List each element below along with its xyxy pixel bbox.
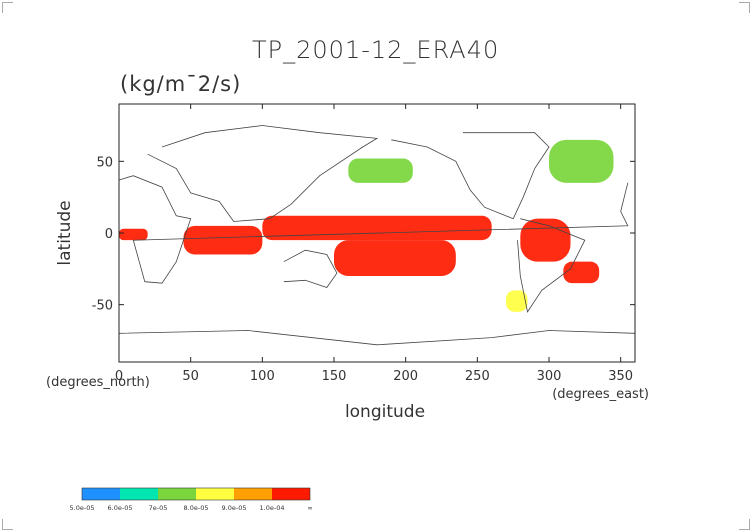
precip-region-7 <box>563 261 600 284</box>
x-unit-right: (degrees_east) <box>552 387 649 402</box>
precip-region-1 <box>334 240 456 276</box>
coastline-4 <box>517 218 586 313</box>
crop-mark-top-left <box>2 2 13 13</box>
y-tick-label: -50 <box>92 299 113 314</box>
colorbar-label: 1.0e-04 <box>260 504 285 512</box>
x-tick-label: 200 <box>393 369 418 384</box>
precip-region-3 <box>119 228 148 241</box>
coastline-0 <box>119 175 629 284</box>
x-tick-label: 150 <box>322 369 347 384</box>
y-tick-label: 0 <box>105 227 113 242</box>
x-unit-left: (degrees_north) <box>46 375 150 390</box>
coastline-2 <box>283 249 338 288</box>
precip-region-0 <box>262 215 492 241</box>
colorbar-swatch <box>272 488 310 500</box>
x-tick-label: 250 <box>465 369 490 384</box>
colorbar: 5.0e-05 6.0e-05 7e-05 8.0e-05 9.0e-05 1.0e-04… <box>70 487 313 512</box>
crop-mark-bottom-left <box>2 519 13 530</box>
colorbar-label: 6.0e-05 <box>108 504 133 512</box>
x-tick-label: 100 <box>250 369 275 384</box>
x-tick-label: 300 <box>537 369 562 384</box>
axis-ticks: 0 50 100 150 200 250 300 350 -50 0 50 <box>92 104 635 384</box>
colorbar-label: 7e-05 <box>149 504 168 512</box>
colorbar-swatch <box>158 488 196 500</box>
x-tick-label: 50 <box>182 369 199 384</box>
colorbar-swatch <box>196 488 234 500</box>
colorbar-label: 9.0e-05 <box>222 504 247 512</box>
y-axis-label: latitude <box>55 200 75 265</box>
colorbar-swatch <box>82 488 120 500</box>
crop-mark-bottom-right <box>739 519 750 530</box>
crop-mark-top-right <box>739 2 750 13</box>
colorbar-swatch <box>120 488 158 500</box>
x-tick-label: 0 <box>115 369 123 384</box>
colorbar-frame <box>81 487 311 501</box>
coastline-5 <box>119 330 635 346</box>
precip-region-8 <box>506 290 528 312</box>
colorbar-swatch <box>234 488 272 500</box>
precip-region-6 <box>549 139 614 183</box>
chart-units: (kg/m¯2/s) <box>120 72 242 96</box>
x-tick-label: 350 <box>608 369 633 384</box>
precip-region-2 <box>183 225 263 255</box>
colorbar-label: 8.0e-05 <box>184 504 209 512</box>
coastline-1 <box>147 125 379 222</box>
colorbar-label: ∞ <box>307 504 312 512</box>
x-axis-label: longitude <box>345 402 425 422</box>
colorbar-label: 5.0e-05 <box>70 504 95 512</box>
precip-region-5 <box>348 158 413 183</box>
y-tick-label: 50 <box>96 155 113 170</box>
map-layer <box>119 125 635 346</box>
chart-title: TP_2001-12_ERA40 <box>252 36 500 64</box>
coastline-3 <box>391 132 550 220</box>
